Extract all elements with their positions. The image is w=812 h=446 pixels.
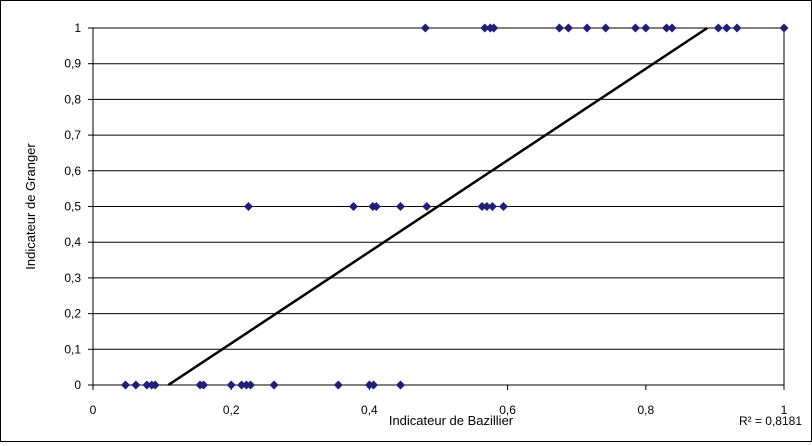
data-point xyxy=(333,380,343,390)
y-tick-label: 0,2 xyxy=(64,307,81,321)
data-point xyxy=(422,202,432,211)
y-tick-label: 1 xyxy=(74,21,81,35)
data-point xyxy=(395,202,405,211)
data-point xyxy=(199,380,209,390)
axes xyxy=(92,28,785,386)
data-point xyxy=(477,202,487,211)
data-point xyxy=(142,380,152,390)
data-point xyxy=(243,202,253,211)
data-point xyxy=(722,23,732,33)
data-point xyxy=(120,380,130,390)
x-tick-label: 0,8 xyxy=(637,403,654,417)
data-point xyxy=(498,202,508,211)
y-tick-label: 0,4 xyxy=(64,235,81,249)
y-tick-labels: 0 0,1 0,2 0,3 0,4 0,5 0,6 0,7 0,8 0,9 1 xyxy=(64,21,81,392)
data-point xyxy=(269,380,279,390)
data-point xyxy=(667,23,677,33)
data-point xyxy=(489,23,499,33)
x-tick-label: 0,2 xyxy=(223,403,240,417)
data-point xyxy=(371,202,381,211)
data-point xyxy=(150,380,160,390)
y-tick-label: 0,3 xyxy=(64,271,81,285)
data-point xyxy=(713,23,723,33)
data-point xyxy=(226,380,236,390)
data-point xyxy=(641,23,651,33)
y-tick-label: 0,8 xyxy=(64,92,81,106)
data-point xyxy=(349,202,359,211)
data-point xyxy=(487,202,497,211)
y-tick-label: 0,6 xyxy=(64,164,81,178)
y-axis-title: Indicateur de Granger xyxy=(23,143,38,270)
trendline xyxy=(167,26,708,387)
y-tick-label: 0,9 xyxy=(64,57,81,71)
data-point xyxy=(131,380,141,390)
x-tick-label: 1 xyxy=(781,403,788,417)
data-point xyxy=(237,380,247,390)
gridlines xyxy=(88,27,785,390)
data-point xyxy=(662,23,672,33)
x-axis-title: Indicateur de Bazillier xyxy=(389,413,514,428)
data-point xyxy=(554,23,564,33)
y-tick-label: 0,1 xyxy=(64,342,81,356)
x-tick-labels: 0 0,2 0,4 0,6 0,8 1 xyxy=(90,403,788,417)
x-tick-label: 0 xyxy=(90,403,97,417)
data-point xyxy=(630,23,640,33)
data-point xyxy=(480,23,490,33)
y-tick-label: 0,7 xyxy=(64,128,81,142)
data-point xyxy=(482,202,492,211)
x-tick-label: 0,6 xyxy=(499,403,516,417)
data-point xyxy=(246,380,256,390)
data-point xyxy=(420,23,430,33)
data-point xyxy=(601,23,611,33)
data-point xyxy=(369,380,379,390)
data-point xyxy=(582,23,592,33)
r-squared-label: R² = 0,8181 xyxy=(739,414,802,428)
x-tick-label: 0,4 xyxy=(361,403,378,417)
data-points xyxy=(120,23,789,390)
y-tick-label: 0 xyxy=(74,378,81,392)
y-tick-label: 0,5 xyxy=(64,200,81,214)
data-point xyxy=(395,380,405,390)
data-point xyxy=(779,23,789,33)
trendline-group xyxy=(167,26,708,387)
data-point xyxy=(563,23,573,33)
data-point xyxy=(732,23,742,33)
